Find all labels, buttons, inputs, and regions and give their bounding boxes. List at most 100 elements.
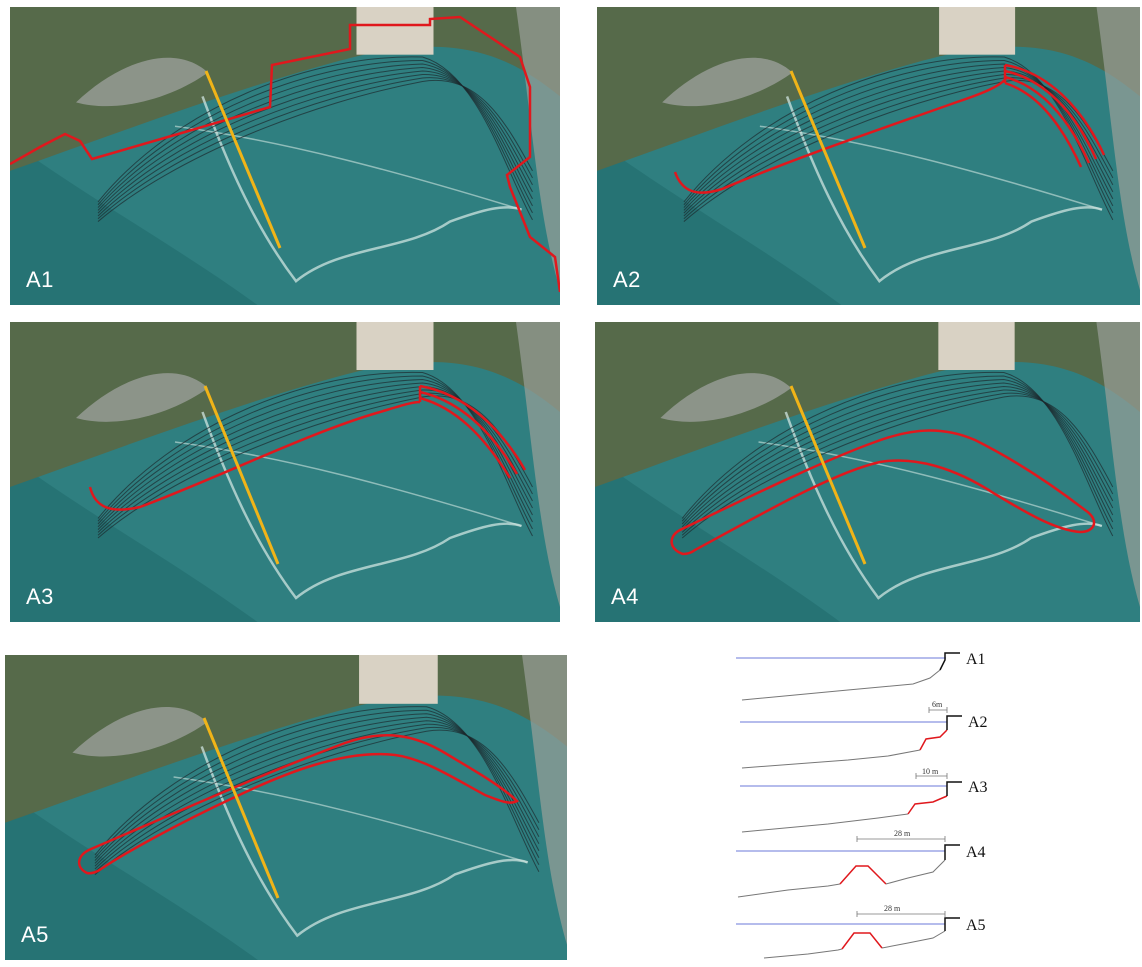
- shore-edge: [946, 781, 962, 796]
- shore-rocks: [1096, 7, 1140, 291]
- seabed-profile: [741, 813, 909, 833]
- wave-line: [759, 125, 1103, 211]
- seabed-profile: [741, 669, 941, 701]
- section-label: A4: [966, 844, 986, 861]
- transect-line: [789, 70, 867, 249]
- shore-rocks: [516, 322, 560, 607]
- map-panel-a5: A5: [5, 655, 567, 960]
- map-panel-a1: A1: [10, 7, 560, 305]
- boundary-red-line: [10, 15, 560, 293]
- transect-line: [789, 385, 867, 565]
- breakwater: [201, 411, 522, 600]
- section-label: A5: [966, 917, 986, 934]
- aerial-base: [10, 322, 560, 622]
- dimension-label: 28 m: [894, 829, 911, 838]
- panel-label: A2: [613, 267, 641, 292]
- cross-sections: A1 6m A2 10 m A3 28 m A4 28 m: [736, 651, 988, 959]
- panel-label: A3: [26, 584, 54, 609]
- deep-water: [5, 792, 258, 960]
- transect-line: [204, 70, 282, 249]
- aerial-base: [10, 7, 560, 305]
- transect-line: [202, 717, 280, 899]
- section-a3: 10 m A3: [740, 767, 988, 833]
- map-a3: [10, 322, 560, 622]
- contour-line: [97, 56, 533, 221]
- contour-line: [94, 729, 540, 875]
- aerial-base: [5, 655, 567, 960]
- map-panel-a2: A2: [597, 7, 1140, 305]
- contour-line: [683, 77, 1114, 220]
- seabed-profile-shore: [885, 859, 946, 885]
- map-panel-a4: A4: [595, 322, 1140, 622]
- design-red-outline: [78, 734, 520, 875]
- land-vegetation: [10, 7, 560, 171]
- contour-line: [97, 389, 533, 533]
- seabed-profile-shore: [881, 930, 946, 949]
- panel-label: A4: [611, 584, 639, 609]
- map-panel-a3: A3: [10, 322, 560, 622]
- building: [359, 655, 438, 704]
- rock-outcrop: [76, 373, 208, 422]
- breakwater: [785, 95, 1103, 283]
- rock-outcrop: [72, 706, 208, 757]
- section-label: A2: [968, 714, 988, 731]
- seabed-profile: [763, 948, 843, 959]
- design-profile: [919, 729, 948, 751]
- design-profile: [907, 795, 948, 815]
- aerial-base: [595, 322, 1140, 622]
- design-red-arc-1: [419, 384, 527, 471]
- contour-line: [97, 77, 533, 220]
- contour-line: [681, 378, 1114, 525]
- shore-edge: [944, 917, 960, 931]
- section-label: A3: [968, 779, 988, 796]
- contour-line: [97, 63, 533, 208]
- map-a5: [5, 655, 567, 960]
- contour-line: [683, 66, 1114, 211]
- building: [938, 322, 1015, 370]
- wave-line: [758, 441, 1103, 527]
- contour-line: [97, 70, 533, 214]
- building: [356, 322, 434, 370]
- breakwater: [200, 746, 529, 938]
- shore-rocks: [1096, 322, 1140, 607]
- seabed-profile: [737, 883, 841, 898]
- breakwater: [784, 411, 1103, 600]
- contour-line: [681, 382, 1114, 528]
- contour-line: [683, 56, 1114, 221]
- contour-line: [683, 73, 1114, 217]
- land-vegetation: [597, 7, 1140, 171]
- contour-line: [681, 375, 1114, 530]
- shore-edge: [944, 844, 960, 860]
- dimension-label: 28 m: [884, 904, 901, 913]
- design-red-arc-4: [1004, 81, 1083, 168]
- land-vegetation: [5, 655, 567, 823]
- panel-label: A5: [21, 922, 49, 947]
- design-red-arc-3: [1004, 75, 1091, 164]
- building: [939, 7, 1016, 55]
- contour-line: [681, 371, 1114, 537]
- rock-outcrop: [660, 373, 792, 422]
- contour-line: [94, 720, 540, 867]
- contour-line: [681, 395, 1114, 539]
- dimension-label: 6m: [932, 700, 943, 709]
- contour-line: [97, 378, 533, 525]
- deep-water: [595, 457, 841, 622]
- deep-water: [597, 141, 842, 305]
- design-red-arc-2: [419, 390, 519, 475]
- design-profile: [839, 865, 887, 885]
- transect-line: [203, 385, 280, 565]
- contour-line: [97, 73, 533, 217]
- deep-water: [10, 141, 258, 305]
- contour-line: [681, 385, 1114, 530]
- design-red-arc-1: [1004, 63, 1106, 156]
- rock-outcrop: [76, 57, 208, 107]
- map-a4: [595, 322, 1140, 622]
- contour-line: [94, 723, 540, 870]
- section-a5: 28 m A5: [736, 904, 986, 959]
- design-red-arc-3: [419, 396, 512, 479]
- section-a1: A1: [736, 651, 986, 701]
- contour-line: [97, 382, 533, 528]
- contour-line: [681, 389, 1114, 533]
- shore-edge: [946, 715, 962, 730]
- contour-line: [681, 392, 1114, 536]
